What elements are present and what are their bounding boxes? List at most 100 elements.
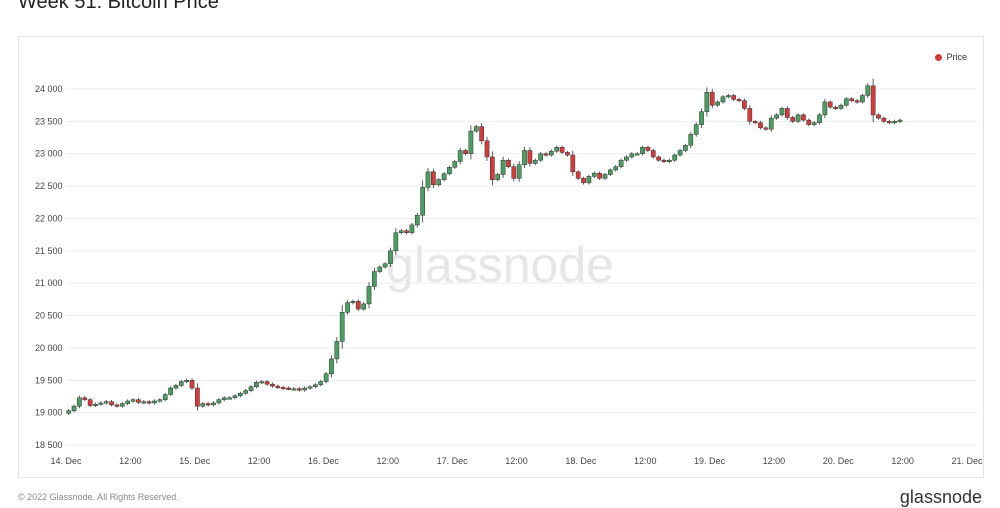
candle-body [178, 381, 184, 386]
candle-body [409, 224, 415, 233]
candle-up [715, 100, 720, 107]
candle-up [130, 398, 136, 403]
candle-up [71, 404, 77, 413]
candle-down [736, 97, 742, 103]
candle-up [704, 87, 710, 117]
candle-body [350, 301, 356, 304]
candle-body [393, 232, 399, 252]
candle-body [82, 397, 88, 400]
candle-body [640, 147, 645, 154]
candle-up [398, 229, 404, 235]
candle-body [876, 114, 881, 119]
candle-body [313, 384, 318, 387]
candle-up [441, 172, 447, 182]
candle-down [833, 105, 838, 111]
candle-body [259, 381, 265, 384]
page-title: Week 51: Bitcoin Price [18, 0, 219, 13]
candle-body [146, 401, 152, 404]
candle-up [248, 385, 254, 393]
candle-body [243, 390, 249, 394]
candle-body [806, 119, 812, 125]
x-tick-label: 12:00 [119, 456, 142, 466]
candle-body [699, 111, 704, 125]
candle-body [527, 150, 533, 164]
candle-up [452, 159, 458, 169]
candle-body [447, 167, 452, 175]
candle-body [420, 187, 425, 216]
candle-up [152, 399, 157, 405]
y-tick-label: 21 000 [35, 278, 63, 288]
candle-up [377, 265, 383, 274]
candle-down [790, 115, 796, 123]
candle-up [168, 386, 173, 397]
candle-up [634, 152, 640, 156]
candle-body [817, 114, 822, 123]
candle-body [709, 91, 715, 106]
candle-down [742, 98, 747, 111]
candle-up [243, 389, 249, 395]
y-tick-label: 20 000 [35, 343, 63, 353]
candle-body [339, 312, 345, 342]
candle-down [570, 150, 576, 177]
legend-dot-icon [935, 53, 943, 61]
candle-down [189, 378, 195, 390]
candle-up [843, 97, 849, 107]
candle-up [211, 401, 216, 407]
candle-body [157, 399, 163, 402]
candle-body [302, 387, 307, 391]
legend[interactable]: Price [935, 52, 967, 62]
x-tick-label: 16. Dec [308, 456, 340, 466]
candle-up [157, 398, 163, 403]
candle-body [543, 153, 549, 156]
candle-down [752, 119, 758, 125]
candle-up [237, 391, 243, 398]
candle-down [511, 163, 517, 182]
candle-body [286, 387, 291, 390]
candle-down [876, 113, 881, 120]
candle-body [715, 101, 720, 106]
candle-body [168, 387, 173, 395]
candle-down [581, 176, 586, 185]
candle-down [763, 126, 769, 131]
candle-body [77, 397, 82, 407]
candle-body [565, 152, 570, 156]
candle-up [382, 262, 388, 269]
candle-body [189, 380, 195, 389]
candle-up [618, 158, 624, 169]
candle-body [506, 159, 511, 167]
candle-up [125, 399, 131, 406]
candle-body [602, 174, 608, 179]
candle-down [881, 116, 887, 123]
candle-body [591, 172, 597, 177]
copyright: © 2022 Glassnode. All Rights Reserved. [18, 492, 179, 502]
candle-body [650, 150, 656, 158]
candle-up [468, 125, 474, 160]
y-tick-label: 19 500 [35, 375, 63, 385]
candle-body [495, 174, 501, 180]
candle-up [323, 371, 329, 384]
candle-body [634, 153, 640, 156]
candle-body [205, 403, 211, 406]
candle-body [838, 104, 844, 109]
candle-down [886, 119, 892, 125]
candle-body [881, 117, 887, 122]
candle-body [843, 98, 849, 106]
candle-down [479, 122, 484, 145]
candle-body [667, 159, 672, 162]
y-tick-label: 21 500 [35, 246, 63, 256]
candle-body [629, 153, 635, 158]
candle-body [457, 150, 463, 162]
candle-body [516, 164, 522, 179]
candle-down [146, 400, 152, 405]
candle-down [484, 136, 490, 162]
candle-up [221, 396, 227, 402]
candle-body [860, 95, 865, 103]
candle-down [827, 100, 833, 109]
candle-body [119, 403, 125, 407]
candle-down [801, 113, 806, 122]
candle-up [624, 155, 629, 162]
candle-down [543, 152, 549, 157]
candle-body [270, 383, 275, 387]
candle-up [307, 385, 313, 390]
candle-body [811, 122, 817, 125]
